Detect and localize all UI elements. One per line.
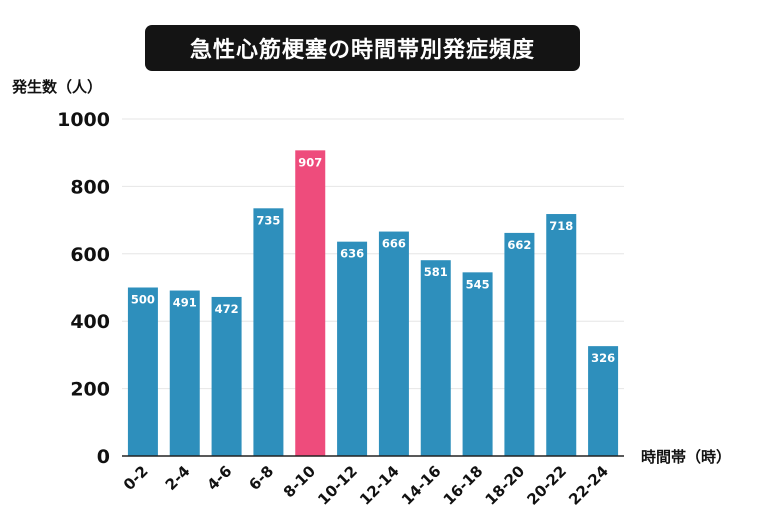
bar-value-label: 907 xyxy=(298,155,322,169)
x-axis-label: 時間帯（時） xyxy=(641,448,732,466)
bar-value-label: 326 xyxy=(591,351,615,365)
y-tick-label: 0 xyxy=(97,446,110,468)
y-tick-label: 800 xyxy=(70,176,110,198)
bar-value-label: 662 xyxy=(507,238,531,252)
x-tick-label: 20-22 xyxy=(523,462,570,509)
bar-value-label: 491 xyxy=(173,296,197,310)
bar xyxy=(588,346,619,456)
bar-value-label: 472 xyxy=(215,302,239,316)
y-tick-label: 400 xyxy=(70,311,110,333)
bar xyxy=(504,232,535,456)
bar xyxy=(211,296,242,456)
x-tick-label: 18-20 xyxy=(482,462,529,509)
y-tick-label: 600 xyxy=(70,244,110,266)
bar-value-label: 735 xyxy=(256,213,280,227)
x-tick-label: 10-12 xyxy=(314,462,361,509)
bar xyxy=(295,150,326,456)
bar-value-label: 718 xyxy=(549,219,573,233)
bar xyxy=(462,272,493,456)
bar xyxy=(420,260,451,456)
bar xyxy=(169,290,200,456)
bar xyxy=(378,231,409,456)
bar-value-label: 581 xyxy=(424,265,448,279)
x-tick-label: 4-6 xyxy=(204,462,236,494)
x-tick-label: 14-16 xyxy=(398,462,445,509)
x-tick-label: 2-4 xyxy=(162,462,194,494)
bar xyxy=(546,214,577,456)
bar xyxy=(127,287,158,456)
x-tick-label: 6-8 xyxy=(245,462,277,494)
y-tick-label: 1000 xyxy=(57,109,110,131)
bar-value-label: 636 xyxy=(340,247,364,261)
bar-value-label: 500 xyxy=(131,293,155,307)
chart-title: 急性心筋梗塞の時間帯別発症頻度 xyxy=(145,25,580,71)
y-tick-label: 200 xyxy=(70,379,110,401)
bar-value-label: 666 xyxy=(382,237,406,251)
x-tick-label: 0-2 xyxy=(120,462,152,494)
x-tick-label: 22-24 xyxy=(565,462,612,509)
x-tick-label: 8-10 xyxy=(280,462,319,501)
x-tick-label: 12-14 xyxy=(356,462,403,509)
y-axis-label: 発生数（人） xyxy=(12,78,103,96)
x-tick-label: 16-18 xyxy=(440,462,487,509)
bar xyxy=(337,241,368,456)
bar-value-label: 545 xyxy=(466,277,490,291)
bar xyxy=(253,208,284,456)
